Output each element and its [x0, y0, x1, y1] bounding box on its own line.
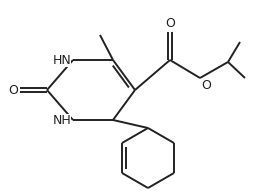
Text: O: O: [201, 79, 211, 92]
Text: O: O: [8, 83, 18, 96]
Text: HN: HN: [52, 54, 71, 67]
Text: O: O: [165, 17, 175, 30]
Text: NH: NH: [52, 113, 71, 126]
